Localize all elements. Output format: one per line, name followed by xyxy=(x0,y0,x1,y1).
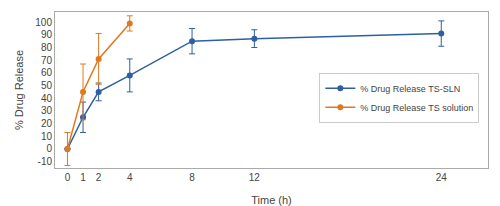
svg-text:% Drug Release TS-SLN: % Drug Release TS-SLN xyxy=(360,84,460,94)
svg-text:30: 30 xyxy=(41,105,53,116)
svg-text:1: 1 xyxy=(80,172,86,183)
svg-text:0: 0 xyxy=(46,143,52,154)
svg-text:70: 70 xyxy=(41,55,53,66)
svg-text:12: 12 xyxy=(249,172,261,183)
svg-text:40: 40 xyxy=(41,93,53,104)
svg-text:20: 20 xyxy=(41,118,53,129)
svg-text:60: 60 xyxy=(41,67,53,78)
svg-text:8: 8 xyxy=(189,172,195,183)
svg-text:% Drug Release TS solution: % Drug Release TS solution xyxy=(360,103,473,113)
svg-text:% Drug Release: % Drug Release xyxy=(13,50,25,130)
svg-text:90: 90 xyxy=(41,29,53,40)
svg-text:80: 80 xyxy=(41,42,53,53)
svg-text:4: 4 xyxy=(127,172,133,183)
svg-text:24: 24 xyxy=(436,172,448,183)
svg-text:10: 10 xyxy=(41,131,53,142)
svg-text:Time (h): Time (h) xyxy=(251,194,292,206)
svg-text:100: 100 xyxy=(35,17,52,28)
svg-text:0: 0 xyxy=(65,172,71,183)
svg-text:-10: -10 xyxy=(38,156,53,167)
svg-text:2: 2 xyxy=(96,172,102,183)
svg-text:50: 50 xyxy=(41,80,53,91)
